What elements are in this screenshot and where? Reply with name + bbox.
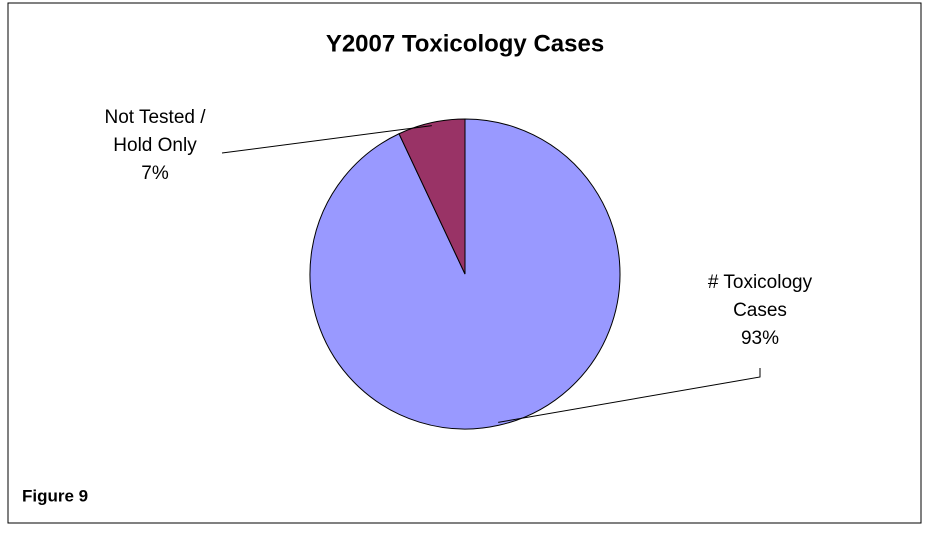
leader-line bbox=[498, 368, 761, 423]
pie-slice bbox=[398, 118, 466, 275]
value-label: 7% bbox=[141, 163, 169, 184]
chart-title: Y2007 Toxicology Cases bbox=[326, 30, 604, 57]
category-label: Not Tested / Hold Only bbox=[104, 107, 206, 156]
leader-line bbox=[221, 125, 432, 154]
figure-note: Figure 9 bbox=[22, 486, 88, 505]
value-label: 93% bbox=[740, 328, 780, 349]
slice-label: Not Tested / Hold Only 7% bbox=[85, 104, 225, 188]
category-label: # Toxicology Cases bbox=[707, 272, 813, 321]
slice-label: # Toxicology Cases 93% bbox=[690, 269, 830, 353]
